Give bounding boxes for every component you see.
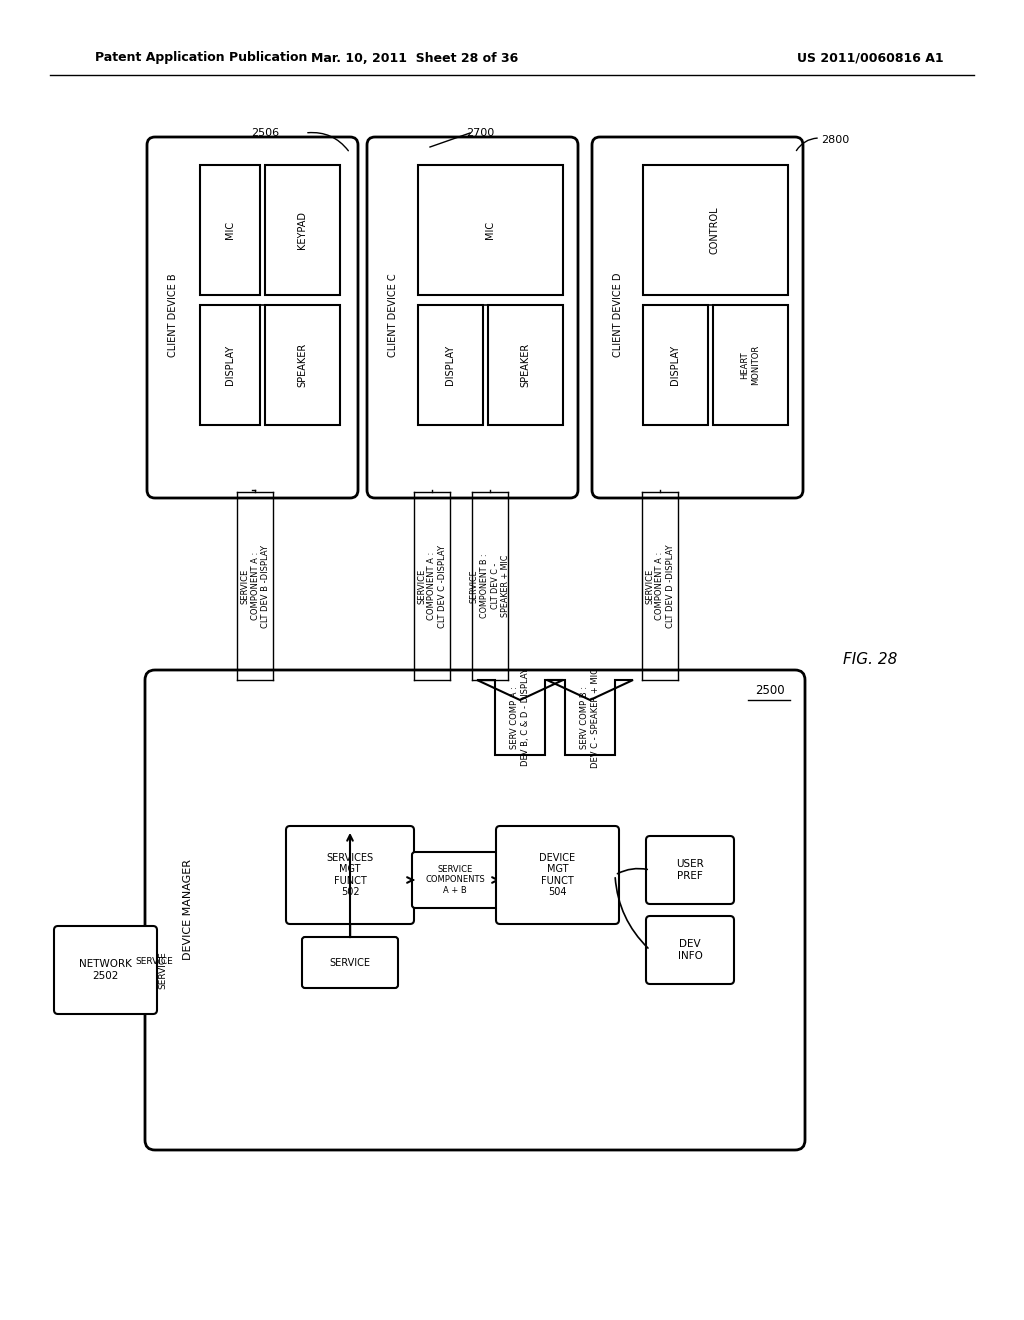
Text: CONTROL: CONTROL (710, 206, 720, 253)
Bar (265, 305, 340, 425)
FancyBboxPatch shape (412, 851, 498, 908)
Text: DEVICE
MGT
FUNCT
504: DEVICE MGT FUNCT 504 (540, 853, 575, 898)
Text: SERVICE
COMPONENT B :
CLT DEV C -
SPEAKER + MIC: SERVICE COMPONENT B : CLT DEV C - SPEAKE… (470, 553, 510, 618)
FancyBboxPatch shape (302, 937, 398, 987)
Bar (265, 165, 340, 294)
Text: SERVICES
MGT
FUNCT
502: SERVICES MGT FUNCT 502 (327, 853, 374, 898)
Text: SERVICE
COMPONENT A :
CLT DEV D -DISPLAY: SERVICE COMPONENT A : CLT DEV D -DISPLAY (645, 544, 675, 628)
FancyBboxPatch shape (646, 916, 734, 983)
Text: US 2011/0060816 A1: US 2011/0060816 A1 (797, 51, 943, 65)
Text: Mar. 10, 2011  Sheet 28 of 36: Mar. 10, 2011 Sheet 28 of 36 (311, 51, 518, 65)
Text: SPEAKER: SPEAKER (297, 343, 307, 387)
Text: 2800: 2800 (821, 135, 849, 145)
Text: USER
PREF: USER PREF (676, 859, 703, 880)
Text: CLIENT DEVICE D: CLIENT DEVICE D (613, 273, 623, 358)
Text: DEVICE MANAGER: DEVICE MANAGER (183, 859, 193, 961)
Text: SERVICE
COMPONENT A :
CLT DEV C -DISPLAY: SERVICE COMPONENT A : CLT DEV C -DISPLAY (417, 544, 446, 627)
Text: HEART
MONITOR: HEART MONITOR (740, 345, 760, 385)
FancyBboxPatch shape (592, 137, 803, 498)
Text: MIC: MIC (225, 220, 234, 239)
FancyBboxPatch shape (496, 826, 618, 924)
FancyBboxPatch shape (54, 927, 157, 1014)
Text: DISPLAY: DISPLAY (445, 345, 455, 385)
Text: SERVICE: SERVICE (159, 952, 168, 989)
FancyBboxPatch shape (147, 137, 358, 498)
Text: 2500: 2500 (755, 684, 784, 697)
Text: 2506: 2506 (251, 128, 280, 139)
FancyBboxPatch shape (367, 137, 578, 498)
Text: SERVICE
COMPONENT A :
CLT DEV B -DISPLAY: SERVICE COMPONENT A : CLT DEV B -DISPLAY (240, 544, 270, 627)
Bar (418, 305, 483, 425)
Text: SERV COMP A :
DEV B, C & D - DISPLAY: SERV COMP A : DEV B, C & D - DISPLAY (510, 668, 529, 767)
Text: DEV
INFO: DEV INFO (678, 940, 702, 961)
Text: DISPLAY: DISPLAY (225, 345, 234, 385)
Text: 2700: 2700 (466, 128, 495, 139)
Text: KEYPAD: KEYPAD (297, 211, 307, 249)
FancyBboxPatch shape (286, 826, 414, 924)
FancyBboxPatch shape (145, 671, 805, 1150)
Text: SERV COMP B :
DEV C - SPEAKER + MIC: SERV COMP B : DEV C - SPEAKER + MIC (581, 668, 600, 767)
Bar (418, 165, 563, 294)
Text: CLIENT DEVICE B: CLIENT DEVICE B (168, 273, 178, 356)
Text: SPEAKER: SPEAKER (520, 343, 530, 387)
Text: NETWORK
2502: NETWORK 2502 (79, 960, 132, 981)
Text: FIG. 28: FIG. 28 (843, 652, 897, 668)
Text: MIC: MIC (485, 220, 495, 239)
Text: DISPLAY: DISPLAY (670, 345, 680, 385)
Bar (200, 305, 260, 425)
Text: SERVICE
COMPONENTS
A + B: SERVICE COMPONENTS A + B (425, 865, 485, 895)
Text: SERVICE: SERVICE (135, 957, 173, 966)
FancyBboxPatch shape (646, 836, 734, 904)
Bar (643, 165, 788, 294)
Bar (488, 305, 563, 425)
Bar (200, 165, 260, 294)
Bar (643, 305, 708, 425)
Text: CLIENT DEVICE C: CLIENT DEVICE C (388, 273, 398, 356)
Text: Patent Application Publication: Patent Application Publication (95, 51, 307, 65)
Text: SERVICE: SERVICE (330, 957, 371, 968)
Bar (713, 305, 788, 425)
